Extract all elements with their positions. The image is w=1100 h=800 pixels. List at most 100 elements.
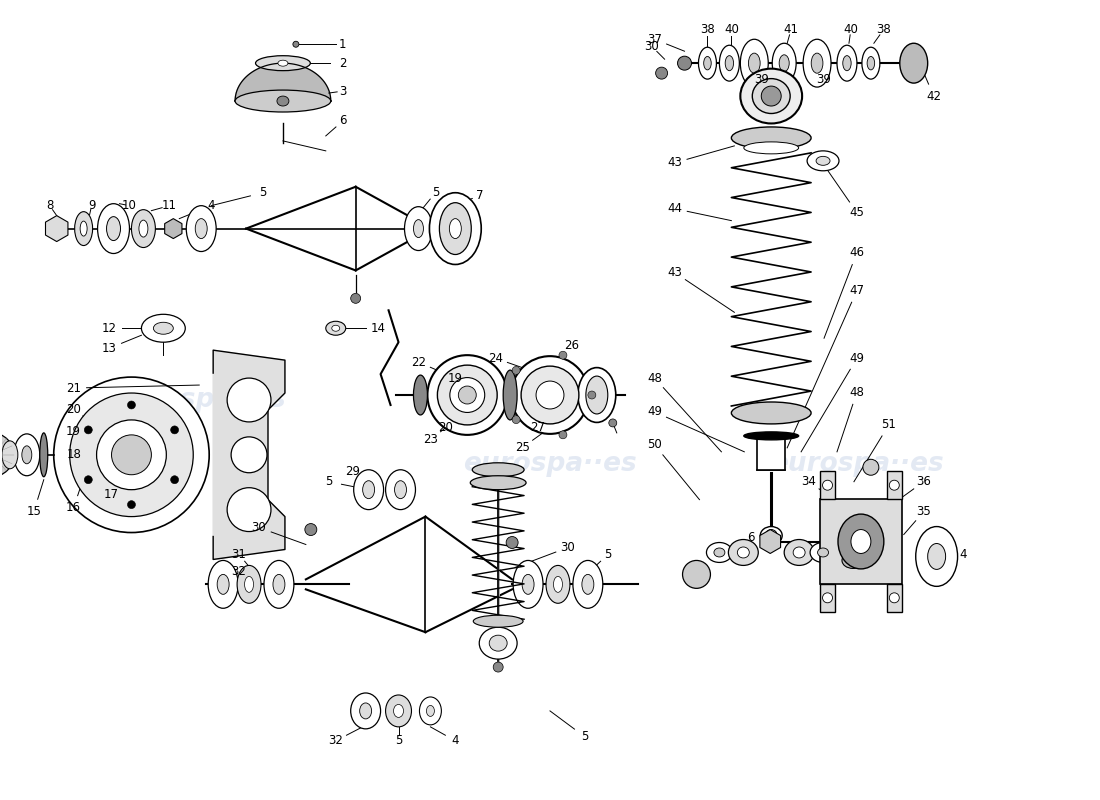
Ellipse shape [838,514,883,569]
Text: 38: 38 [877,22,891,36]
Ellipse shape [217,574,229,594]
Ellipse shape [273,574,285,594]
Text: 21: 21 [66,382,81,394]
Text: 6: 6 [748,531,755,544]
Text: eurospa··es: eurospa··es [770,450,944,477]
Text: 1: 1 [339,38,346,50]
Ellipse shape [740,69,802,123]
Circle shape [85,476,92,484]
Ellipse shape [2,441,18,469]
Ellipse shape [332,326,340,331]
Text: 5: 5 [431,186,439,199]
Ellipse shape [244,576,253,592]
Ellipse shape [512,356,588,434]
Text: 45: 45 [849,206,865,219]
Ellipse shape [553,576,562,592]
Text: 30: 30 [645,40,659,53]
Circle shape [506,537,518,549]
Ellipse shape [807,151,839,170]
Polygon shape [235,63,331,101]
Circle shape [587,391,596,399]
Text: 25: 25 [515,442,529,454]
Text: 19: 19 [448,371,463,385]
Ellipse shape [438,365,497,425]
Bar [887,584,902,612]
Ellipse shape [719,46,739,81]
Circle shape [656,67,668,79]
Text: 15: 15 [26,505,41,518]
Ellipse shape [386,470,416,510]
Text: eurospa··es: eurospa··es [112,387,286,413]
Ellipse shape [490,635,507,651]
Ellipse shape [744,432,799,440]
Text: 36: 36 [916,475,931,488]
Ellipse shape [573,561,603,608]
Text: 13: 13 [102,342,117,354]
Circle shape [128,501,135,509]
Ellipse shape [471,476,526,490]
Text: 23: 23 [424,434,438,446]
Ellipse shape [429,193,481,265]
Text: 12: 12 [102,322,117,334]
Circle shape [111,435,152,474]
Ellipse shape [394,705,404,718]
Ellipse shape [354,470,384,510]
Text: 22: 22 [411,356,426,369]
Text: 16: 16 [66,501,81,514]
Ellipse shape [395,481,407,498]
Circle shape [227,488,271,531]
Text: 39: 39 [816,73,832,86]
Ellipse shape [450,378,485,413]
Ellipse shape [278,60,288,66]
Ellipse shape [264,561,294,608]
Circle shape [0,433,14,477]
Text: 24: 24 [487,352,503,365]
Text: 32: 32 [328,734,343,747]
Circle shape [493,662,503,672]
Ellipse shape [414,220,424,238]
Text: 26: 26 [564,338,580,352]
Ellipse shape [803,39,830,87]
Ellipse shape [810,542,836,562]
Ellipse shape [915,526,958,586]
Circle shape [231,437,267,473]
Text: 47: 47 [849,284,865,297]
Circle shape [69,393,194,517]
Ellipse shape [80,221,87,236]
Ellipse shape [107,217,121,241]
Text: 48: 48 [647,371,662,385]
Circle shape [862,459,879,475]
Ellipse shape [862,47,880,79]
Circle shape [85,426,92,434]
Ellipse shape [698,47,716,79]
Ellipse shape [784,539,814,566]
Ellipse shape [752,78,790,114]
Text: 31: 31 [232,548,246,561]
Ellipse shape [732,402,811,424]
Ellipse shape [714,548,725,557]
Ellipse shape [208,561,238,608]
Text: 10: 10 [122,199,136,212]
Ellipse shape [867,57,875,70]
Ellipse shape [428,355,507,435]
Circle shape [54,377,209,533]
Text: 11: 11 [162,199,177,212]
Text: 44: 44 [667,202,682,215]
Ellipse shape [186,206,217,251]
Text: 18: 18 [66,448,81,462]
Text: 40: 40 [844,22,858,36]
Text: 4: 4 [960,548,967,561]
Text: 48: 48 [849,386,865,398]
Ellipse shape [513,561,543,608]
Text: 35: 35 [916,505,931,518]
Circle shape [889,593,900,602]
Ellipse shape [582,574,594,594]
Text: 29: 29 [345,466,360,478]
Ellipse shape [139,220,147,237]
Circle shape [889,480,900,490]
Bar [887,471,902,499]
Ellipse shape [536,381,564,409]
Bar [821,584,835,612]
Bar [821,471,835,499]
Circle shape [559,351,566,359]
